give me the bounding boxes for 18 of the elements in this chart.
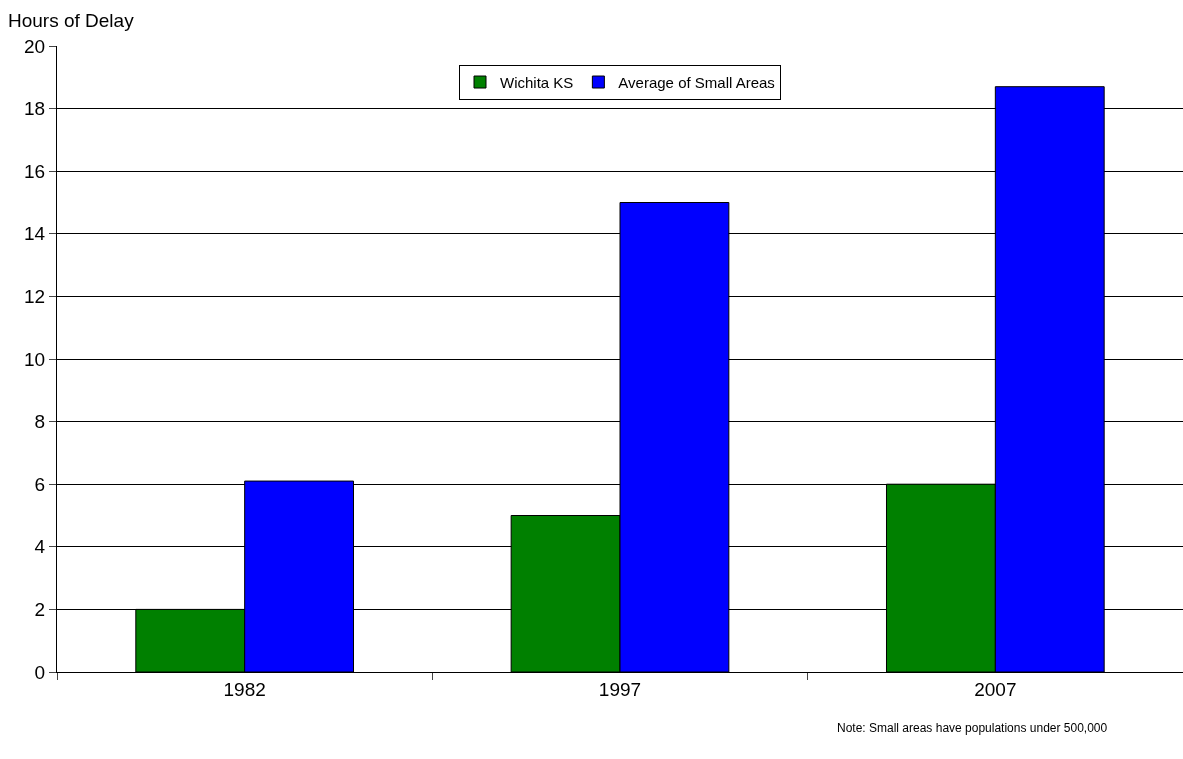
legend-label: Wichita KS bbox=[500, 73, 574, 91]
y-tick-label: 2 bbox=[34, 599, 46, 621]
y-tick-label: 18 bbox=[24, 98, 46, 120]
y-tick-label: 16 bbox=[24, 160, 46, 182]
y-tick-label: 0 bbox=[34, 661, 46, 683]
y-tick-label: 6 bbox=[34, 473, 46, 495]
legend-label: Average of Small Areas bbox=[618, 73, 775, 91]
y-tick-label: 8 bbox=[34, 411, 46, 433]
y-tick-label: 14 bbox=[24, 223, 46, 245]
x-tick-label: 1997 bbox=[598, 678, 642, 700]
y-tick-label: 20 bbox=[24, 35, 46, 57]
x-tick-label: 2007 bbox=[974, 678, 1017, 700]
y-axis-title: Hours of Delay bbox=[8, 10, 135, 31]
x-tick-label: 1982 bbox=[223, 678, 266, 700]
y-tick-label: 10 bbox=[24, 348, 46, 370]
y-tick-label: 12 bbox=[24, 286, 46, 308]
text: Note: Small areas have populations under 500,000 bbox=[837, 721, 1108, 735]
y-tick-label: 4 bbox=[34, 536, 46, 558]
